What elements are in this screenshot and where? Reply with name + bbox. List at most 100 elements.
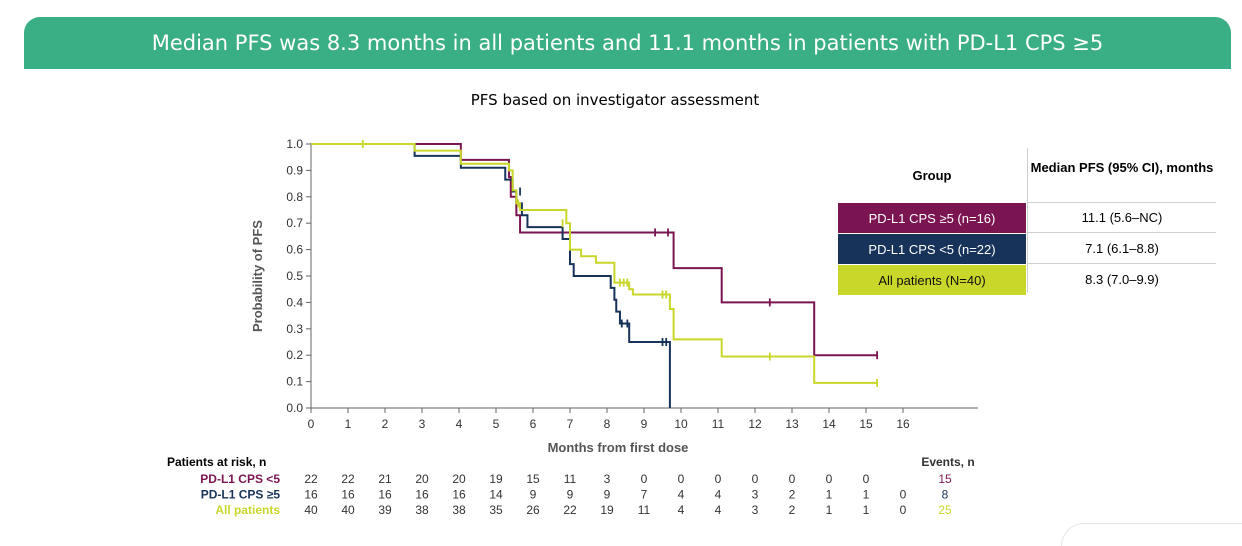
risk-value: 26 bbox=[526, 503, 540, 517]
risk-value: 1 bbox=[826, 503, 833, 517]
y-tick-label: 0.6 bbox=[286, 243, 303, 257]
legend-divider bbox=[1027, 148, 1028, 293]
risk-value: 40 bbox=[341, 503, 355, 517]
risk-value: 22 bbox=[341, 472, 355, 486]
x-tick-label: 8 bbox=[604, 417, 611, 431]
risk-value: 2 bbox=[789, 503, 796, 517]
y-tick-label: 0.8 bbox=[286, 190, 303, 204]
x-tick-label: 11 bbox=[712, 417, 725, 431]
x-axis-label: Months from first dose bbox=[548, 440, 689, 455]
x-tick-label: 16 bbox=[896, 417, 910, 431]
risk-value: 0 bbox=[863, 472, 870, 486]
risk-value: 40 bbox=[304, 503, 318, 517]
legend-row-all: All patients (N=40) bbox=[838, 265, 1026, 295]
x-tick-label: 1 bbox=[345, 417, 352, 431]
risk-value: 20 bbox=[415, 472, 429, 486]
events-value: 15 bbox=[938, 472, 952, 486]
risk-value: 1 bbox=[863, 488, 870, 502]
y-tick-label: 0.5 bbox=[286, 269, 303, 283]
series-line-2 bbox=[311, 143, 878, 384]
risk-row-label: All patients bbox=[215, 503, 280, 517]
risk-value: 11 bbox=[564, 472, 577, 486]
risk-value: 3 bbox=[604, 472, 611, 486]
risk-value: 4 bbox=[678, 488, 685, 502]
x-tick-label: 13 bbox=[785, 417, 799, 431]
risk-value: 9 bbox=[567, 488, 574, 502]
risk-value: 0 bbox=[789, 472, 796, 486]
banner-title: Median PFS was 8.3 months in all patient… bbox=[151, 31, 1104, 55]
series-line-1 bbox=[311, 143, 671, 408]
risk-value: 2 bbox=[789, 488, 796, 502]
risk-value: 0 bbox=[641, 472, 648, 486]
events-value: 8 bbox=[942, 488, 949, 502]
risk-value: 4 bbox=[715, 503, 722, 517]
x-tick-label: 15 bbox=[859, 417, 873, 431]
risk-value: 0 bbox=[715, 472, 722, 486]
y-tick-label: 0.3 bbox=[286, 322, 303, 336]
risk-value: 38 bbox=[415, 503, 429, 517]
y-tick-label: 0.7 bbox=[286, 216, 303, 230]
chart-title: PFS based on investigator assessment bbox=[470, 91, 760, 109]
risk-value: 7 bbox=[641, 488, 648, 502]
risk-value: 11 bbox=[638, 503, 651, 517]
y-tick-label: 1.0 bbox=[286, 137, 303, 151]
title-banner: Median PFS was 8.3 months in all patient… bbox=[24, 17, 1231, 69]
risk-value: 0 bbox=[752, 472, 759, 486]
risk-value: 4 bbox=[715, 488, 722, 502]
x-tick-label: 10 bbox=[674, 417, 688, 431]
x-tick-label: 5 bbox=[493, 417, 500, 431]
x-tick-label: 4 bbox=[456, 417, 463, 431]
x-tick-label: 14 bbox=[822, 417, 836, 431]
risk-value: 19 bbox=[600, 503, 614, 517]
risk-value: 16 bbox=[415, 488, 429, 502]
legend-rule bbox=[1028, 202, 1216, 203]
legend-header-median: Median PFS (95% CI), months bbox=[1030, 160, 1214, 175]
y-tick-label: 0.2 bbox=[286, 348, 303, 362]
y-axis-label: Probability of PFS bbox=[250, 220, 265, 332]
x-tick-label: 7 bbox=[567, 417, 574, 431]
x-tick-label: 9 bbox=[641, 417, 648, 431]
x-tick-label: 6 bbox=[530, 417, 537, 431]
y-tick-label: 0.9 bbox=[286, 163, 303, 177]
risk-value: 16 bbox=[452, 488, 466, 502]
x-tick-label: 0 bbox=[308, 417, 315, 431]
risk-value: 15 bbox=[526, 472, 540, 486]
risk-value: 35 bbox=[489, 503, 503, 517]
risk-value: 21 bbox=[378, 472, 392, 486]
events-title: Events, n bbox=[921, 455, 974, 469]
risk-value: 16 bbox=[304, 488, 318, 502]
events-value: 25 bbox=[938, 503, 952, 517]
risk-value: 16 bbox=[378, 488, 392, 502]
risk-value: 39 bbox=[378, 503, 392, 517]
risk-value: 0 bbox=[826, 472, 833, 486]
corner-decoration bbox=[1061, 523, 1242, 546]
risk-value: 9 bbox=[604, 488, 611, 502]
risk-value: 14 bbox=[489, 488, 503, 502]
legend-header-group: Group bbox=[912, 168, 952, 183]
risk-value: 3 bbox=[752, 503, 759, 517]
risk-value: 22 bbox=[563, 503, 577, 517]
legend-value-cps-lt5: 7.1 (6.1–8.8) bbox=[1028, 234, 1216, 264]
series-line-0 bbox=[311, 143, 878, 357]
risk-value: 0 bbox=[678, 472, 685, 486]
x-tick-label: 12 bbox=[748, 417, 762, 431]
risk-value: 0 bbox=[900, 503, 907, 517]
risk-value: 19 bbox=[489, 472, 503, 486]
risk-row-label: PD-L1 CPS <5 bbox=[200, 472, 280, 486]
risk-value: 0 bbox=[900, 488, 907, 502]
risk-value: 38 bbox=[452, 503, 466, 517]
risk-value: 1 bbox=[863, 503, 870, 517]
risk-value: 22 bbox=[304, 472, 318, 486]
risk-value: 16 bbox=[341, 488, 355, 502]
risk-table-title: Patients at risk, n bbox=[167, 455, 266, 469]
risk-row-label: PD-L1 CPS ≥5 bbox=[201, 488, 281, 502]
y-tick-label: 0.4 bbox=[286, 295, 303, 309]
legend-row-cps-ge5: PD-L1 CPS ≥5 (n=16) bbox=[838, 203, 1026, 233]
legend-row-cps-lt5: PD-L1 CPS <5 (n=22) bbox=[838, 234, 1026, 264]
risk-value: 1 bbox=[826, 488, 833, 502]
legend-value-all: 8.3 (7.0–9.9) bbox=[1085, 271, 1159, 287]
y-tick-label: 0.1 bbox=[286, 375, 303, 389]
risk-value: 3 bbox=[752, 488, 759, 502]
y-tick-label: 0.0 bbox=[286, 401, 303, 415]
